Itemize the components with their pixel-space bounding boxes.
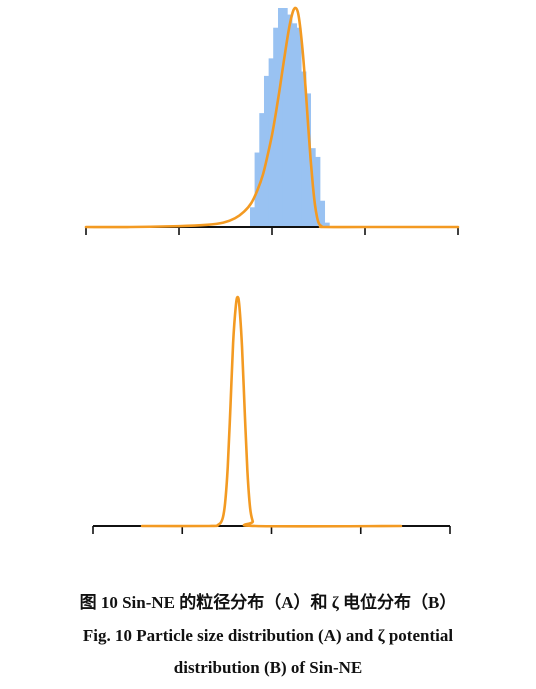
histogram-bar [277, 8, 283, 227]
histogram-bar [319, 200, 326, 227]
histogram-bar [249, 207, 256, 227]
histogram-bar [301, 71, 307, 227]
size-distribution-curve [84, 6, 460, 229]
panel-b-zeta-potential-chart [92, 295, 451, 534]
histogram-bar [296, 27, 302, 228]
histogram-bar [263, 75, 270, 227]
histogram-bar [291, 23, 298, 227]
zeta-distribution-curve [140, 295, 403, 528]
figure-caption-english-line2: distribution (B) of Sin-NE [173, 658, 363, 677]
histogram-bar [287, 14, 293, 227]
histogram-bar [282, 8, 288, 227]
panel-a-particle-size-chart [84, 6, 460, 235]
histogram-bar [315, 156, 321, 227]
histogram-bar [259, 113, 265, 227]
figure-caption-chinese: 图 10 Sin-NE 的粒径分布（A）和 ζ 电位分布（B） [79, 593, 457, 612]
histogram-bar [305, 93, 311, 227]
figure-caption-english-line1: Fig. 10 Particle size distribution (A) a… [82, 626, 454, 645]
histogram-bar [324, 222, 330, 227]
histogram-bar [273, 27, 279, 228]
